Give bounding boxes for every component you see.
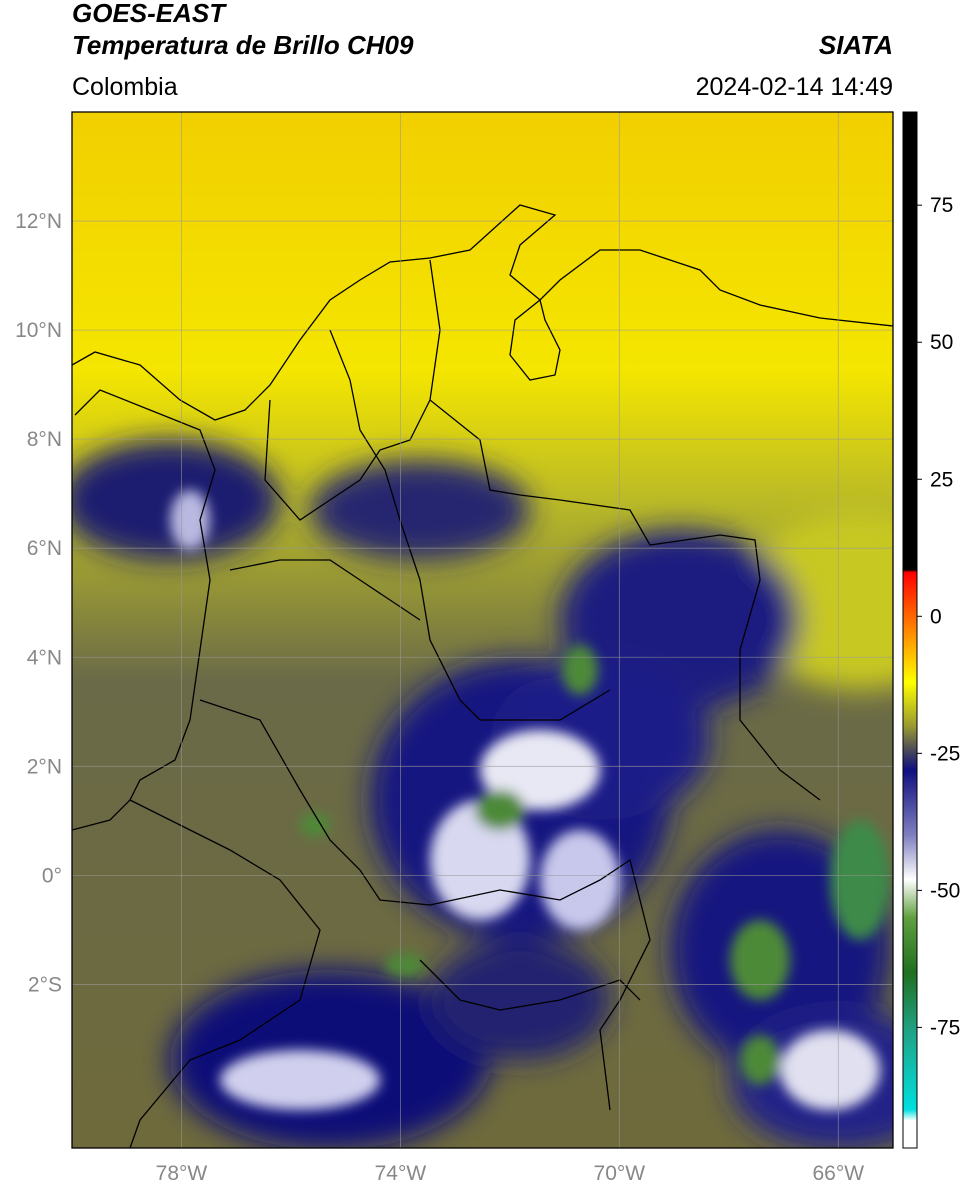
map-frame xyxy=(71,111,894,1149)
source: SIATA xyxy=(819,30,893,60)
colorbar-tick-label: 50 xyxy=(930,331,953,354)
y-tick-label: 6°N xyxy=(27,537,62,560)
x-tick-label: 74°W xyxy=(375,1162,427,1185)
colorbar-tick-label: -75 xyxy=(930,1016,960,1039)
y-tick-label: 8°N xyxy=(27,428,62,451)
datetime: 2024-02-14 14:49 xyxy=(696,73,893,101)
subtitle: Temperatura de Brillo CH09 xyxy=(72,30,414,60)
colorbar-tick-label: 75 xyxy=(930,194,953,217)
y-tick-label: 10°N xyxy=(15,319,62,342)
region: Colombia xyxy=(72,73,178,101)
map-image xyxy=(72,112,893,1148)
x-tick-label: 70°W xyxy=(594,1162,646,1185)
y-tick-label: 0° xyxy=(42,864,62,887)
x-tick-label: 66°W xyxy=(812,1162,864,1185)
colorbar-tick-label: 25 xyxy=(930,468,953,491)
y-tick-label: 2°S xyxy=(28,973,62,996)
colorbar-tick-label: -50 xyxy=(930,879,960,902)
y-tick-label: 4°N xyxy=(27,646,62,669)
y-tick-label: 12°N xyxy=(15,210,62,233)
y-tick-label: 2°N xyxy=(27,755,62,778)
x-tick-label: 78°W xyxy=(156,1162,208,1185)
colorbar xyxy=(902,111,918,1149)
colorbar-tick-label: 0 xyxy=(930,605,942,628)
title: GOES-EAST xyxy=(72,0,227,28)
colorbar-tick-label: -25 xyxy=(930,742,960,765)
